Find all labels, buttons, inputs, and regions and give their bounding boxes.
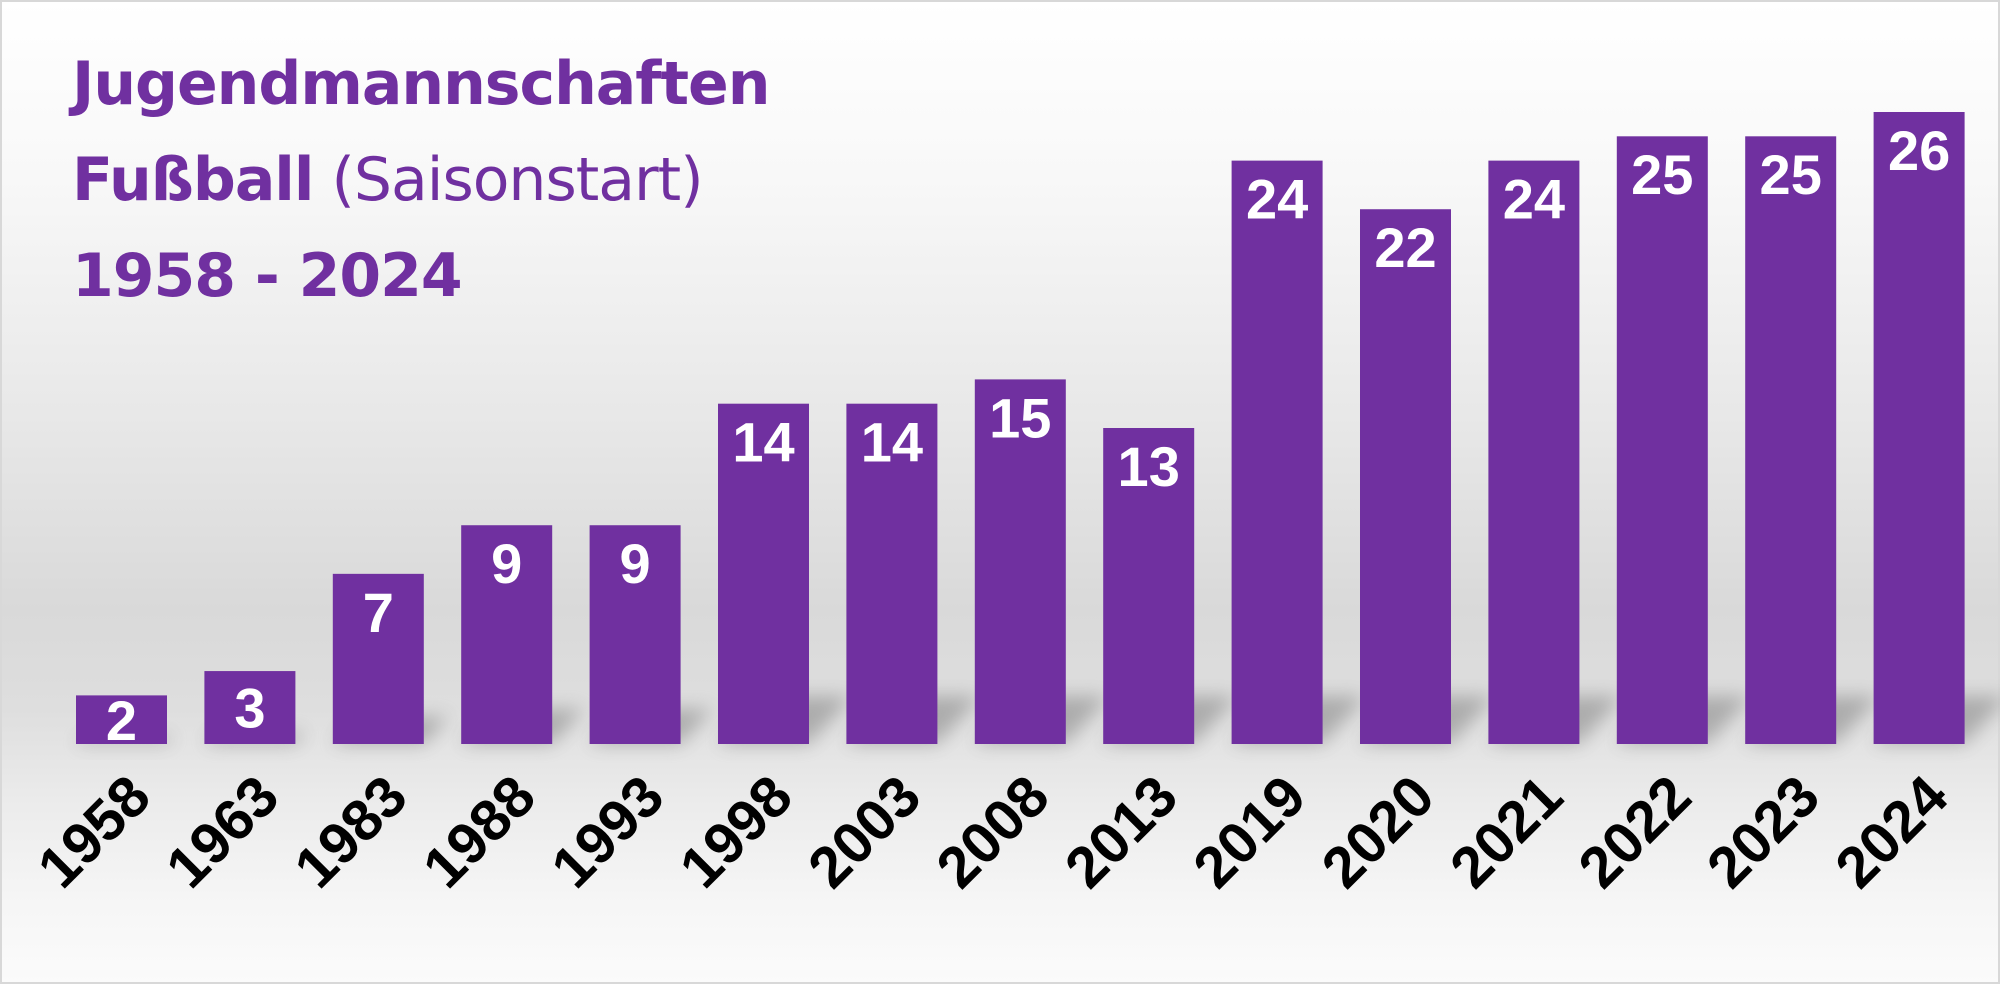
data-label-2020: 22 [1374, 216, 1436, 279]
bar-1983 [332, 573, 424, 744]
data-label-1963: 3 [234, 677, 265, 740]
tick-label-1963: 1963 [154, 763, 291, 900]
data-label-2022: 25 [1631, 143, 1693, 206]
tick-label-2013: 2013 [1053, 763, 1190, 900]
bar-1958 [76, 695, 167, 744]
data-label-1998: 14 [732, 411, 794, 474]
bar-1963 [204, 671, 296, 744]
data-labels: 2 3 7 9 9 14 14 15 13 24 22 24 25 25 26 [106, 119, 1950, 752]
tick-label-2023: 2023 [1695, 763, 1832, 900]
tick-label-1998: 1998 [667, 763, 804, 900]
bars [76, 112, 1965, 745]
bar-1988 [461, 525, 553, 744]
data-label-1983: 7 [363, 581, 394, 644]
tick-label-1958: 1958 [25, 763, 162, 900]
bar-1998 [718, 403, 809, 744]
bar-2020 [1360, 209, 1451, 744]
tick-label-2020: 2020 [1309, 763, 1446, 900]
tick-label-1983: 1983 [282, 763, 419, 900]
data-label-1993: 9 [620, 532, 651, 595]
bar-2008 [974, 379, 1066, 744]
bar-2024 [1873, 112, 1965, 744]
data-label-1958: 2 [106, 689, 137, 752]
title-line-2-bold: Fußball [72, 145, 314, 215]
title-line-2-normal: (Saisonstart) [331, 145, 704, 215]
chart-title: Jugendmannschaften Fußball (Saisonstart)… [72, 36, 770, 324]
bar-2023 [1745, 136, 1837, 745]
tick-label-2008: 2008 [924, 763, 1061, 900]
data-label-2003: 14 [861, 411, 923, 474]
tick-label-2022: 2022 [1566, 763, 1703, 900]
data-label-2013: 13 [1118, 435, 1180, 498]
tick-label-2024: 2024 [1823, 763, 1960, 900]
title-line-2: Fußball (Saisonstart) [72, 132, 769, 228]
bar-2003 [846, 403, 938, 744]
tick-label-2019: 2019 [1181, 763, 1318, 900]
data-label-2008: 15 [989, 386, 1051, 449]
tick-label-1993: 1993 [539, 763, 676, 900]
bar-2019 [1231, 160, 1323, 745]
tick-label-1988: 1988 [411, 763, 548, 900]
data-label-2021: 24 [1503, 168, 1565, 231]
data-label-1988: 9 [491, 532, 522, 595]
title-line-1: Jugendmannschaften [72, 49, 770, 119]
tick-label-2021: 2021 [1438, 763, 1575, 900]
data-label-2019: 24 [1246, 168, 1308, 231]
title-line-3: 1958 - 2024 [72, 241, 463, 311]
bar-2022 [1616, 136, 1708, 745]
bar-2021 [1488, 160, 1580, 745]
tick-label-2003: 2003 [796, 763, 933, 900]
data-label-2024: 26 [1888, 119, 1950, 182]
bar-2013 [1103, 428, 1195, 744]
data-label-2023: 25 [1760, 143, 1822, 206]
x-axis-ticks: 1958196319831988199319982003200820132019… [25, 763, 1960, 900]
bar-1993 [589, 525, 681, 744]
